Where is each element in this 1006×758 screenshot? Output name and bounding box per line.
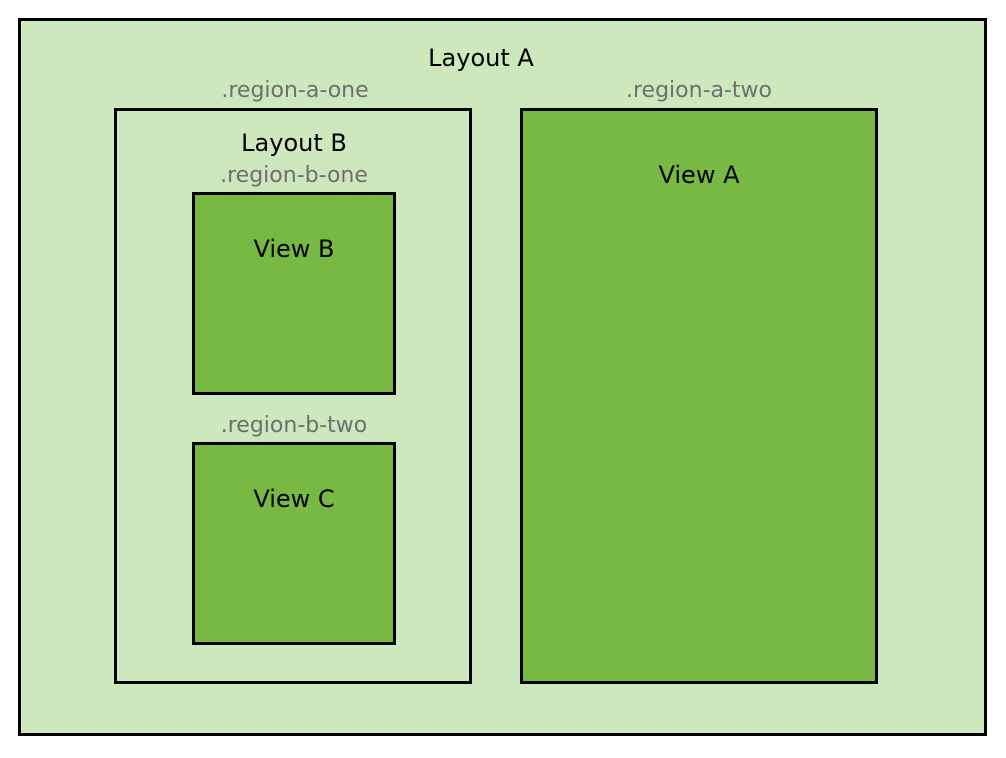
view-c-box xyxy=(192,442,396,645)
view-a-label: View A xyxy=(658,161,740,189)
view-b-label: View B xyxy=(253,235,335,263)
layout-a-title: Layout A xyxy=(428,44,534,72)
region-a-one-label: .region-a-one xyxy=(221,78,369,103)
region-b-one-label: .region-b-one xyxy=(220,163,368,188)
view-c-label: View C xyxy=(253,485,335,513)
view-a-box xyxy=(520,108,878,684)
layout-b-title: Layout B xyxy=(241,129,347,157)
region-b-two-label: .region-b-two xyxy=(220,413,368,438)
view-b-box xyxy=(192,192,396,395)
region-a-two-label: .region-a-two xyxy=(625,78,773,103)
